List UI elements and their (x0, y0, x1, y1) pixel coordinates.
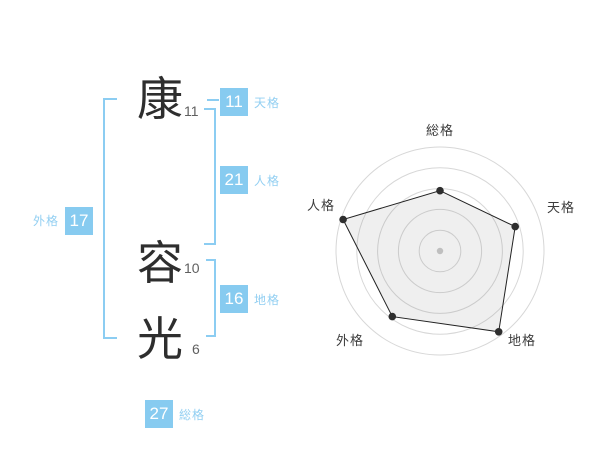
radar-axis-label-chikaku: 地格 (507, 333, 536, 348)
kanji-given-1: 容 (137, 237, 183, 289)
gaikaku-value-badge: 17 (65, 207, 93, 235)
radar-chart (335, 146, 545, 356)
radar-axis-label-jinkaku: 人格 (306, 198, 335, 213)
tenkaku-label: 天格 (254, 96, 281, 110)
tenkaku-value-badge: 11 (220, 88, 248, 116)
chikaku-value-badge: 16 (220, 285, 248, 313)
tenkaku-connector (207, 99, 219, 101)
gaikaku-bracket (103, 98, 117, 339)
kanji-surname: 康 (137, 73, 183, 125)
stroke-count-given-2: 6 (192, 341, 200, 357)
radar-axis-label-soukaku: 総格 (425, 123, 454, 138)
chikaku-bracket (206, 259, 216, 337)
soukaku-label: 総格 (179, 408, 206, 422)
jinkaku-value-badge: 21 (220, 166, 248, 194)
jinkaku-label: 人格 (254, 174, 281, 188)
stroke-count-given-1: 10 (184, 260, 200, 276)
radar-axis-label-tenkaku: 天格 (546, 200, 575, 215)
chikaku-label: 地格 (254, 293, 281, 307)
soukaku-value-badge: 27 (145, 400, 173, 428)
stroke-count-surname: 11 (184, 103, 199, 119)
radar-axis-label-gaikaku: 外格 (335, 333, 364, 348)
jinkaku-bracket (204, 108, 216, 245)
gaikaku-label: 外格 (33, 214, 60, 228)
kanji-given-2: 光 (137, 313, 183, 365)
